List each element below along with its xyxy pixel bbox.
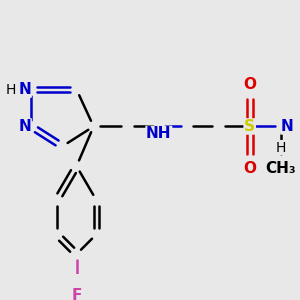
Text: N: N	[18, 119, 31, 134]
Text: O: O	[243, 160, 256, 175]
Text: N: N	[18, 82, 31, 97]
Text: H: H	[276, 141, 286, 154]
Text: NH: NH	[146, 126, 172, 141]
Text: N: N	[281, 119, 294, 134]
Text: O: O	[243, 77, 256, 92]
Text: S: S	[244, 119, 255, 134]
Text: H: H	[5, 82, 16, 97]
Text: F: F	[71, 288, 82, 300]
Text: CH₃: CH₃	[266, 160, 296, 175]
